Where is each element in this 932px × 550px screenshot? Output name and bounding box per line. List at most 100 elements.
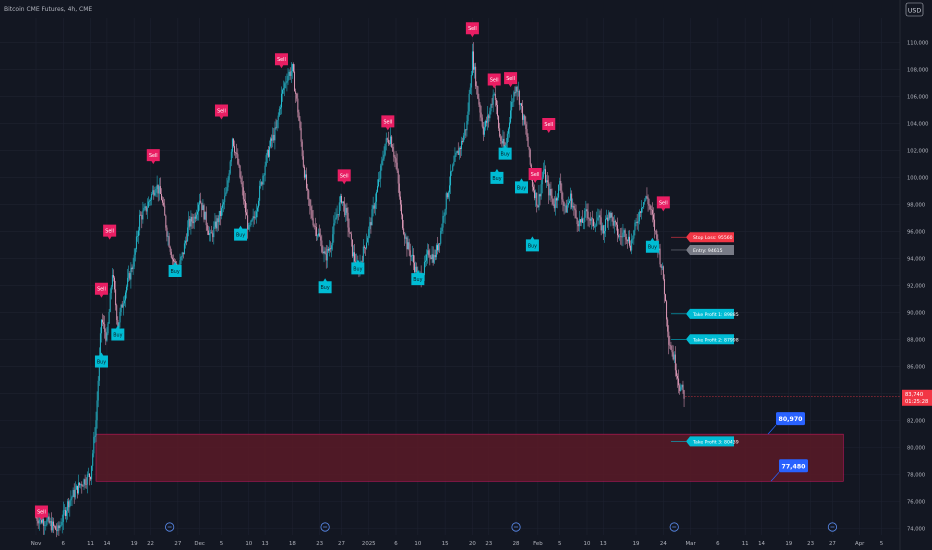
candle-body <box>234 146 236 153</box>
candle-body <box>492 94 494 105</box>
candle-body <box>313 225 315 227</box>
event-icon <box>320 522 330 532</box>
level-label: Entry: 94615 <box>693 248 723 254</box>
candle-body <box>167 236 169 237</box>
candle-body <box>582 218 584 223</box>
candle-body <box>163 202 165 206</box>
candle-body <box>566 205 568 213</box>
candle-body <box>679 385 681 391</box>
candle-body <box>491 104 493 105</box>
candle-body <box>276 120 278 128</box>
candle-body <box>323 251 325 254</box>
candle-body <box>405 237 407 239</box>
candle-body <box>168 236 170 248</box>
candle-body <box>392 146 394 152</box>
candle-body <box>222 204 224 208</box>
buy-signal: Buy <box>168 262 182 278</box>
time-axis[interactable]: Nov 6 11 14 19 22 27 Dec 5 10 13 18 23 27 2025 6 10 15 20 2… <box>31 541 884 547</box>
candle-body <box>573 205 575 209</box>
candle-body <box>193 216 195 224</box>
candle-body <box>600 217 602 231</box>
candle-body <box>495 99 497 106</box>
candle-body <box>630 245 632 251</box>
candle-body <box>623 230 625 233</box>
candle-body <box>130 267 132 280</box>
buy-signal: Buy <box>111 325 125 341</box>
candle-body <box>283 88 285 90</box>
candle-body <box>37 520 39 524</box>
candle-body <box>302 156 304 167</box>
candle-body <box>642 207 644 209</box>
candle-body <box>79 482 81 486</box>
candle-body <box>162 199 164 203</box>
candle-body <box>485 120 486 128</box>
candle-body <box>326 248 328 261</box>
candle-body <box>247 215 249 230</box>
candle-body <box>90 477 91 480</box>
candle-body <box>263 175 265 176</box>
level-tag <box>686 334 734 345</box>
buy-label: Buy <box>97 359 106 365</box>
candle-body <box>279 107 281 109</box>
candle-body <box>107 323 109 334</box>
buy-label: Buy <box>171 269 180 275</box>
candle-body <box>200 200 202 203</box>
candle-body <box>174 261 176 263</box>
candle-body <box>84 479 86 485</box>
y-tick-label: 94,000 <box>907 256 925 262</box>
candle-body <box>306 174 308 189</box>
candle-body <box>171 257 173 260</box>
sell-signal: Sell <box>337 169 351 185</box>
buy-signal: Buy <box>514 178 528 194</box>
candle-body <box>411 254 413 256</box>
candle-body <box>441 227 443 232</box>
candle-body <box>383 154 385 159</box>
candle-body <box>197 211 198 215</box>
candle-body <box>542 170 544 178</box>
candle-body <box>310 206 312 211</box>
candle-body <box>487 115 489 123</box>
candle-body <box>120 304 122 313</box>
candle-body <box>543 169 545 171</box>
currency-button[interactable]: USD <box>905 2 924 17</box>
candle-body <box>414 262 416 273</box>
candle-body <box>386 138 388 140</box>
candle-body <box>626 239 628 242</box>
candle-body <box>227 180 229 188</box>
candle-body <box>102 319 104 323</box>
candle-body <box>591 218 593 220</box>
buy-flag <box>318 278 332 294</box>
candle-body <box>650 209 652 210</box>
candle-body <box>653 214 654 220</box>
candle-body <box>142 210 144 220</box>
candle-body <box>567 202 569 206</box>
candle-body <box>147 201 149 208</box>
candle-body <box>343 201 345 204</box>
candle-body <box>622 232 624 238</box>
level-label: Take Profit 2: 87998 <box>692 337 739 343</box>
candle-body <box>333 223 335 235</box>
sell-flag <box>337 169 351 185</box>
candle-body <box>367 237 369 243</box>
candle-body <box>455 152 457 156</box>
candle-body <box>205 211 207 226</box>
candle-body <box>435 245 437 258</box>
candle-body <box>156 184 158 190</box>
x-tick-label: 14 <box>758 541 765 547</box>
candle-body <box>509 122 510 129</box>
candle-body <box>478 98 480 105</box>
candle-body <box>199 200 201 205</box>
candle-body <box>269 146 270 157</box>
candle-body <box>381 160 383 166</box>
y-tick-label: 100,000 <box>907 175 928 181</box>
price-axis[interactable]: 74,00076,00078,00080,00082,00084,00086,0… <box>902 40 932 532</box>
candle-body <box>216 218 218 229</box>
candle-body <box>158 186 160 194</box>
candle-body <box>349 232 351 234</box>
candle-body <box>274 127 276 141</box>
candle-body <box>500 136 502 141</box>
sell-signal: Sell <box>381 115 395 131</box>
zone-callout-line <box>767 424 777 435</box>
